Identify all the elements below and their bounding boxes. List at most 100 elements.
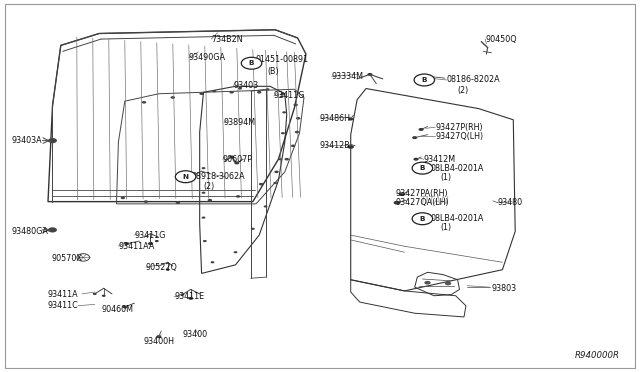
Text: B: B: [420, 165, 425, 171]
Text: (2): (2): [458, 86, 469, 94]
Text: 734B2N: 734B2N: [211, 35, 243, 44]
Text: B: B: [422, 77, 427, 83]
Circle shape: [229, 155, 234, 158]
Circle shape: [234, 161, 239, 164]
Circle shape: [212, 90, 216, 92]
Circle shape: [202, 167, 205, 169]
Circle shape: [102, 295, 106, 297]
Circle shape: [188, 297, 193, 300]
Circle shape: [156, 335, 161, 338]
Text: 93803: 93803: [492, 284, 516, 293]
Text: 90570X: 90570X: [51, 254, 82, 263]
Circle shape: [412, 136, 417, 139]
Text: TITAN: TITAN: [419, 196, 449, 206]
Circle shape: [295, 131, 300, 133]
Text: 93427P(RH): 93427P(RH): [435, 123, 483, 132]
Text: 93411C: 93411C: [48, 301, 79, 310]
Text: 93403: 93403: [234, 81, 259, 90]
Text: R940000R: R940000R: [575, 351, 620, 360]
Circle shape: [412, 213, 433, 225]
Text: 90607P: 90607P: [223, 155, 253, 164]
Circle shape: [394, 201, 400, 205]
Circle shape: [415, 167, 420, 170]
Circle shape: [175, 201, 180, 204]
Circle shape: [211, 261, 214, 263]
Circle shape: [241, 57, 262, 69]
Text: 93490GA: 93490GA: [189, 53, 226, 62]
Text: 93412B: 93412B: [320, 141, 351, 150]
Circle shape: [122, 305, 127, 308]
Text: 93400H: 93400H: [144, 337, 175, 346]
Circle shape: [293, 103, 298, 106]
Circle shape: [282, 111, 286, 113]
Circle shape: [280, 92, 285, 95]
Circle shape: [414, 74, 435, 86]
Text: 93412M: 93412M: [424, 155, 456, 164]
Circle shape: [230, 91, 234, 93]
Circle shape: [203, 240, 207, 242]
Text: 93427QA(LH): 93427QA(LH): [396, 198, 449, 207]
Circle shape: [238, 87, 242, 90]
Text: 93894M: 93894M: [224, 118, 256, 127]
Circle shape: [202, 192, 205, 194]
Circle shape: [275, 170, 279, 173]
Circle shape: [202, 217, 205, 219]
Text: 93411G: 93411G: [134, 231, 166, 240]
Circle shape: [399, 192, 405, 196]
Circle shape: [120, 196, 125, 199]
Circle shape: [445, 282, 451, 285]
Circle shape: [200, 92, 204, 95]
Text: 08LB4-0201A: 08LB4-0201A: [430, 164, 483, 173]
Text: 08LB4-0201A: 08LB4-0201A: [430, 214, 483, 223]
Text: 90450Q: 90450Q: [485, 35, 516, 44]
Text: N: N: [182, 174, 189, 180]
Circle shape: [234, 251, 237, 253]
Circle shape: [285, 158, 289, 161]
Text: (1): (1): [440, 223, 451, 232]
Circle shape: [280, 96, 284, 98]
Circle shape: [148, 242, 153, 245]
Text: 08918-3062A: 08918-3062A: [192, 172, 246, 181]
Circle shape: [48, 227, 57, 232]
Circle shape: [296, 117, 301, 119]
Circle shape: [166, 269, 170, 271]
Text: 93411AA: 93411AA: [118, 242, 155, 251]
Circle shape: [259, 183, 264, 185]
Circle shape: [124, 242, 129, 245]
Circle shape: [266, 88, 269, 90]
Circle shape: [175, 171, 196, 183]
Circle shape: [424, 281, 431, 285]
Circle shape: [413, 158, 419, 161]
Circle shape: [425, 75, 430, 78]
Circle shape: [281, 132, 285, 134]
Circle shape: [257, 91, 262, 93]
Text: 93486H: 93486H: [320, 114, 351, 123]
Circle shape: [415, 217, 420, 220]
Circle shape: [291, 144, 296, 147]
Circle shape: [48, 138, 57, 143]
Text: 93480GA: 93480GA: [12, 227, 49, 236]
Circle shape: [251, 228, 255, 230]
Text: 01451-00891: 01451-00891: [256, 55, 309, 64]
Text: B: B: [249, 60, 254, 66]
Circle shape: [273, 182, 277, 184]
Circle shape: [93, 293, 97, 295]
Text: 93427Q(LH): 93427Q(LH): [435, 132, 483, 141]
Text: (1): (1): [440, 173, 451, 182]
Circle shape: [207, 199, 212, 201]
Text: 93480: 93480: [498, 198, 523, 207]
Text: B: B: [420, 216, 425, 222]
Circle shape: [170, 96, 175, 99]
Circle shape: [412, 162, 433, 174]
Text: 93411E: 93411E: [174, 292, 204, 301]
Circle shape: [278, 158, 282, 160]
Text: (B): (B): [268, 67, 279, 76]
Circle shape: [180, 294, 184, 296]
Text: 08186-8202A: 08186-8202A: [447, 76, 500, 84]
Circle shape: [419, 128, 424, 131]
Circle shape: [348, 145, 354, 149]
Circle shape: [348, 118, 353, 121]
Circle shape: [367, 73, 372, 76]
Circle shape: [236, 195, 241, 198]
Text: 93411A: 93411A: [48, 290, 79, 299]
